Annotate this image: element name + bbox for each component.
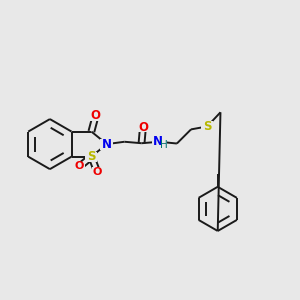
FancyBboxPatch shape [100,139,113,150]
Text: S: S [87,150,96,163]
Text: N: N [102,138,112,151]
FancyBboxPatch shape [137,122,148,132]
Text: H: H [160,140,168,150]
FancyBboxPatch shape [90,111,101,121]
Text: O: O [93,167,102,177]
Text: N: N [152,135,162,148]
FancyBboxPatch shape [92,167,103,177]
Text: O: O [138,121,148,134]
Text: S: S [203,120,212,133]
Text: O: O [91,110,100,122]
FancyBboxPatch shape [152,136,167,147]
Text: O: O [75,161,84,172]
FancyBboxPatch shape [201,122,213,131]
FancyBboxPatch shape [85,152,97,162]
FancyBboxPatch shape [74,162,85,171]
